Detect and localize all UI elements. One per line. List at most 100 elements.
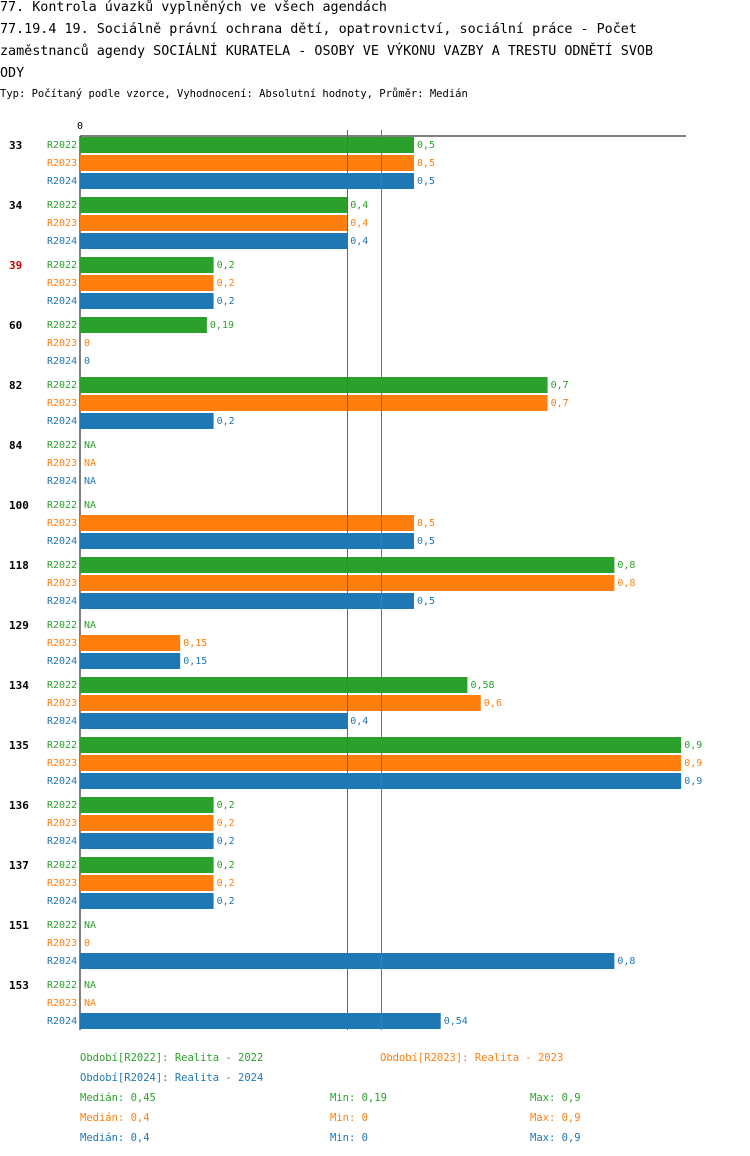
- series-label: R2024: [47, 296, 77, 307]
- series-label: R2023: [47, 758, 77, 769]
- data-label: 0,4: [350, 218, 368, 229]
- category-label: 129: [9, 619, 29, 632]
- legend-max: Max: 0,9: [530, 1092, 581, 1104]
- legend-median: Medián: 0,4: [80, 1132, 150, 1144]
- series-label: R2022: [47, 500, 77, 511]
- data-label: 0,2: [217, 836, 235, 847]
- category-label: 100: [9, 499, 29, 512]
- bar: [80, 317, 207, 333]
- series-label: R2023: [47, 998, 77, 1009]
- series-label: R2022: [47, 260, 77, 271]
- series-label: R2022: [47, 800, 77, 811]
- series-label: R2023: [47, 338, 77, 349]
- data-label: 0,5: [417, 536, 435, 547]
- series-label: R2022: [47, 620, 77, 631]
- bar: [80, 833, 214, 849]
- category-label: 60: [9, 319, 22, 332]
- series-label: R2022: [47, 860, 77, 871]
- data-label: 0,8: [617, 956, 635, 967]
- series-label: R2023: [47, 818, 77, 829]
- series-label: R2024: [47, 896, 77, 907]
- data-label: NA: [84, 920, 96, 931]
- series-label: R2023: [47, 158, 77, 169]
- data-label: 0,2: [217, 896, 235, 907]
- legend-max: Max: 0,9: [530, 1132, 581, 1144]
- series-label: R2024: [47, 656, 77, 667]
- data-label: NA: [84, 620, 96, 631]
- bar: [80, 593, 414, 609]
- data-label: 0,4: [350, 716, 368, 727]
- legend-period: Období[R2022]: Realita - 2022: [80, 1052, 263, 1064]
- data-label: 0,2: [217, 860, 235, 871]
- chart-title-line-3: zaměstnanců agendy SOCIÁLNÍ KURATELA - O…: [0, 44, 654, 59]
- bar: [80, 515, 414, 531]
- data-label: 0,6: [484, 698, 502, 709]
- series-label: R2024: [47, 956, 77, 967]
- bar: [80, 293, 214, 309]
- data-label: 0,2: [217, 818, 235, 829]
- series-label: R2023: [47, 518, 77, 529]
- data-label: 0,2: [217, 278, 235, 289]
- data-label: 0: [84, 356, 90, 367]
- legend-period: Období[R2024]: Realita - 2024: [80, 1072, 263, 1084]
- data-label: NA: [84, 476, 96, 487]
- x-axis-zero-tick-label: 0: [77, 121, 83, 132]
- bar: [80, 275, 214, 291]
- category-label: 39: [9, 259, 22, 272]
- series-label: R2022: [47, 920, 77, 931]
- series-label: R2023: [47, 398, 77, 409]
- series-label: R2023: [47, 278, 77, 289]
- bar: [80, 1013, 441, 1029]
- series-label: R2022: [47, 980, 77, 991]
- legend-max: Max: 0,9: [530, 1112, 581, 1124]
- category-label: 118: [9, 559, 29, 572]
- bar: [80, 197, 348, 213]
- legend-min: Min: 0: [330, 1132, 368, 1144]
- data-label: 0,9: [684, 776, 702, 787]
- category-label: 137: [9, 859, 29, 872]
- data-label: 0,8: [617, 578, 635, 589]
- bar: [80, 533, 414, 549]
- category-label: 151: [9, 919, 29, 932]
- series-label: R2024: [47, 596, 77, 607]
- series-label: R2023: [47, 638, 77, 649]
- data-label: NA: [84, 500, 96, 511]
- series-label: R2022: [47, 440, 77, 451]
- legend-period: Období[R2023]: Realita - 2023: [380, 1052, 563, 1064]
- data-label: 0,2: [217, 296, 235, 307]
- data-label: 0,7: [551, 398, 569, 409]
- data-label: 0: [84, 338, 90, 349]
- data-label: NA: [84, 458, 96, 469]
- series-label: R2023: [47, 878, 77, 889]
- data-label: 0,2: [217, 416, 235, 427]
- data-label: NA: [84, 440, 96, 451]
- category-label: 135: [9, 739, 29, 752]
- data-label: 0: [84, 938, 90, 949]
- series-label: R2022: [47, 320, 77, 331]
- category-label: 134: [9, 679, 29, 692]
- data-label: 0,58: [470, 680, 494, 691]
- data-label: 0,2: [217, 878, 235, 889]
- legend-median: Medián: 0,4: [80, 1112, 150, 1124]
- series-label: R2024: [47, 176, 77, 187]
- series-label: R2023: [47, 458, 77, 469]
- data-label: 0,4: [350, 200, 368, 211]
- series-label: R2023: [47, 218, 77, 229]
- bar: [80, 653, 181, 669]
- series-label: R2024: [47, 356, 77, 367]
- bar: [80, 215, 348, 231]
- series-label: R2022: [47, 680, 77, 691]
- category-label: 33: [9, 139, 22, 152]
- data-label: 0,2: [217, 260, 235, 271]
- data-label: 0,15: [183, 656, 207, 667]
- chart-title-line-4: ODY: [0, 66, 25, 81]
- bar: [80, 737, 682, 753]
- series-label: R2024: [47, 236, 77, 247]
- series-label: R2024: [47, 1016, 77, 1027]
- data-label: 0,2: [217, 800, 235, 811]
- bar: [80, 713, 348, 729]
- bar: [80, 257, 214, 273]
- bar: [80, 677, 468, 693]
- data-label: 0,7: [551, 380, 569, 391]
- series-label: R2022: [47, 740, 77, 751]
